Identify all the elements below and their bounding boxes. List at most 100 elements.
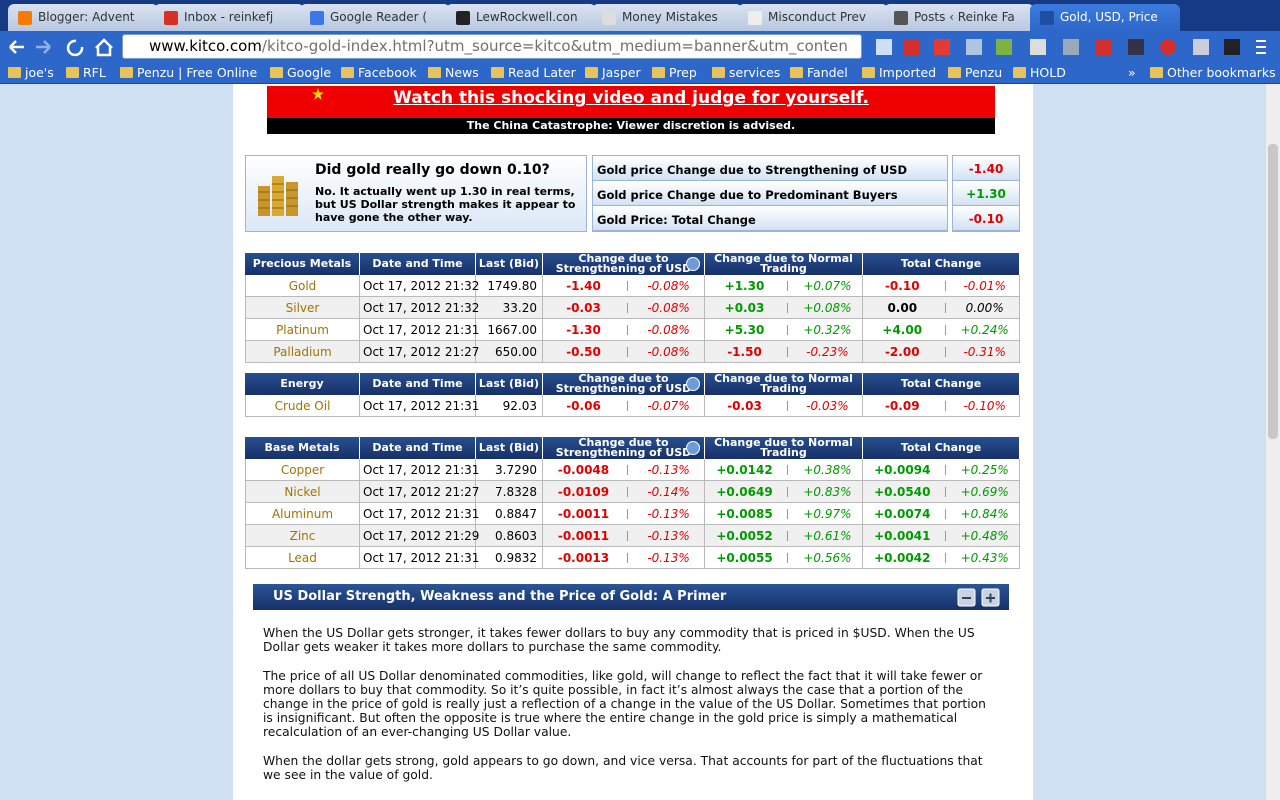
bookmark[interactable]: services [712,65,780,80]
separator [944,325,946,335]
tab-favicon [1040,11,1054,25]
tab[interactable]: Google Reader ( [300,4,450,31]
change-percent: -0.13% [647,463,690,477]
change-value: +0.03 [724,301,765,315]
table-cell [543,297,705,319]
bookmark[interactable]: Imported [862,65,936,80]
bookmark-icon [652,67,665,78]
table-cell [705,319,863,341]
info-icon[interactable] [686,441,700,455]
bookmark-label: HOLD [1030,65,1066,80]
table-cell [863,481,1020,503]
change-value: -0.0109 [557,485,610,499]
change-value: +0.0142 [716,463,773,477]
table-cell [543,341,705,363]
tab[interactable]: Gold, USD, Price [1030,4,1180,31]
bookmark[interactable]: joe's [8,65,54,80]
commodity-name[interactable]: Gold [288,279,317,293]
bookmark-label: Prep [669,65,697,80]
separator [787,553,789,563]
commodity-name[interactable]: Aluminum [271,507,334,521]
tab[interactable]: Inbox - reinkefj [154,4,304,31]
bookmark-label: services [729,65,781,80]
table-cell [476,341,543,363]
change-value: +0.0055 [716,551,773,565]
bookmark[interactable]: Penzu | Free Online [120,65,257,80]
separator [787,347,789,357]
info-icon[interactable] [686,377,700,391]
tab[interactable]: Money Mistakes [592,4,742,31]
change-value: -0.10 [884,279,920,293]
date-time: Oct 17, 2012 21:27 [363,345,480,359]
table-header: Last (Bid) [476,437,543,459]
more-bookmarks[interactable]: » [1128,65,1136,80]
scroll-thumb[interactable] [1268,144,1278,439]
banner-headline[interactable]: Watch this shocking video and judge for … [267,86,995,118]
commodity-name[interactable]: Lead [288,551,317,565]
last-bid: 0.9832 [495,551,537,565]
commodity-name[interactable]: Silver [285,301,320,315]
commodity-name[interactable]: Platinum [276,323,329,337]
bookmark-label: RFL [83,65,106,80]
date-time: Oct 17, 2012 21:31 [363,551,480,565]
bookmark[interactable]: Google [270,65,331,80]
table-cell [245,503,360,525]
tab[interactable]: Blogger: Advent [8,4,158,31]
table-cell [476,395,543,417]
bookmark[interactable]: Fandel [790,65,848,80]
commodity-name[interactable]: Nickel [284,485,321,499]
separator [944,401,946,411]
change-percent: -0.13% [647,551,690,565]
separator [787,281,789,291]
primer-controls[interactable] [957,588,1001,607]
change-value: +0.0052 [716,529,773,543]
bookmark-icon [341,67,354,78]
change-percent: -0.08% [647,323,690,337]
commodity-name[interactable]: Copper [280,463,325,477]
change-value: -1.40 [566,279,601,293]
primer-paragraph: The price of all US Dollar denominated c… [263,669,986,739]
bookmarks-bar: joe's RFL Penzu | Free Online Google Faceboo… [0,62,1280,84]
bookmark[interactable]: HOLD [1013,65,1066,80]
bookmark[interactable]: Facebook [341,65,417,80]
primer-paragraph: When the dollar gets strong, gold appear… [263,754,983,782]
table-header: Date and Time [360,373,476,395]
change-percent: -0.13% [647,529,690,543]
table-cell [543,319,705,341]
change-percent: +0.48% [960,529,1009,543]
tab[interactable]: Misconduct Prev [738,4,888,31]
separator [787,509,789,519]
change-value: +0.0094 [874,463,931,477]
change-percent: +0.61% [803,529,852,543]
info-icon[interactable] [686,257,700,271]
table-cell [543,503,705,525]
bookmark[interactable]: Jasper [585,65,641,80]
bookmark[interactable]: Prep [652,65,697,80]
bookmark[interactable]: News [428,65,479,80]
table-cell [245,275,360,297]
nav-buttons[interactable] [6,36,116,58]
commodity-name[interactable]: Palladium [273,345,332,359]
address-bar[interactable]: www.kitco.com/kitco-gold-index.html?utm_… [122,34,862,59]
other-bookmarks[interactable]: Other bookmarks [1150,65,1276,80]
tab-favicon [456,11,470,25]
bookmark[interactable]: Penzu [948,65,1002,80]
bookmark[interactable]: RFL [66,65,106,80]
banner-caption: The China Catastrophe: Viewer discretion… [267,118,995,134]
scrollbar[interactable] [1265,84,1280,800]
commodity-name[interactable]: Zinc [289,529,316,543]
extension-icons[interactable] [868,35,1268,59]
table-header: Change due to Normal Trading [705,373,863,395]
separator [944,465,946,475]
change-percent: -0.07% [647,399,690,413]
table-cell [476,275,543,297]
commodity-name[interactable]: Crude Oil [274,399,331,413]
primer-title[interactable]: US Dollar Strength, Weakness and the Pri… [253,584,1009,610]
tab[interactable]: LewRockwell.con [446,4,596,31]
table-row [245,481,1020,503]
tab[interactable]: Posts ‹ Reinke Fa [884,4,1034,31]
tab-favicon [18,11,32,25]
change-value: -0.06 [566,399,601,413]
bookmark[interactable]: Read Later [491,65,576,80]
table-cell [360,547,476,569]
